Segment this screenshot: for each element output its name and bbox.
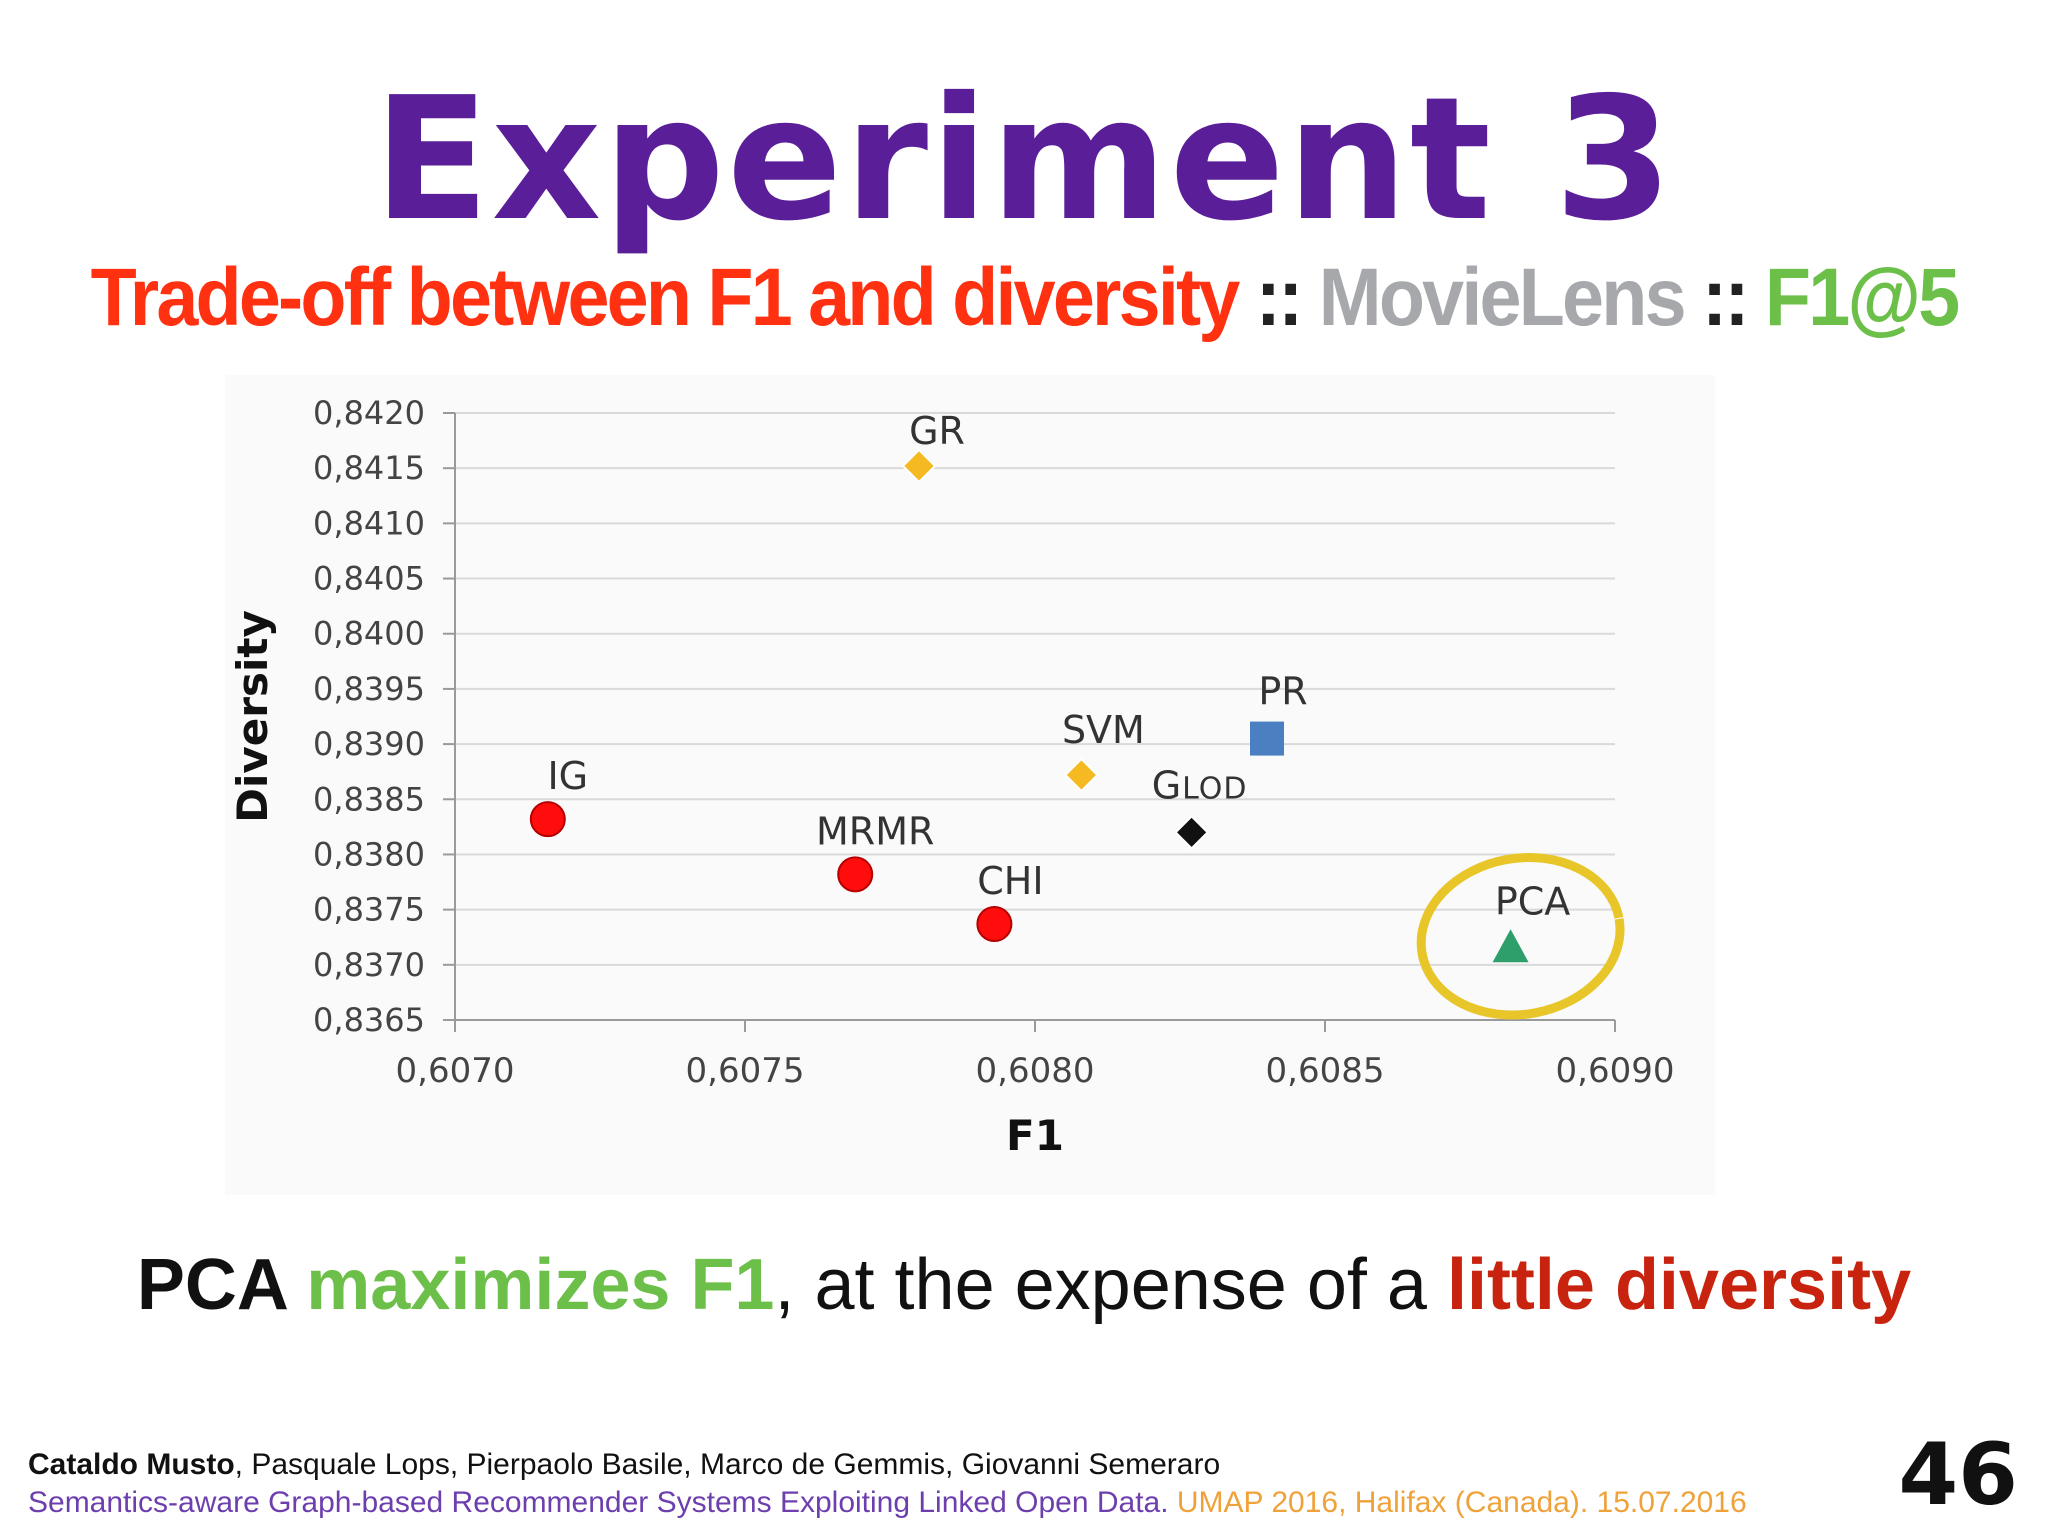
point-label-ig: IG bbox=[547, 754, 588, 798]
point-label-pr: PR bbox=[1258, 670, 1307, 714]
point-label-glod: GLOD bbox=[1152, 763, 1248, 807]
grid-lines bbox=[455, 412, 1615, 1021]
subtitle-dataset: MovieLens bbox=[1318, 252, 1687, 343]
point-svm bbox=[1063, 757, 1099, 793]
data-points bbox=[529, 448, 1529, 963]
footer-main-author: Cataldo Musto bbox=[28, 1448, 235, 1481]
y-tick-label: 0,8415 bbox=[313, 449, 425, 487]
point-label-gr: GR bbox=[909, 409, 965, 453]
footer-paper: Semantics-aware Graph-based Recommender … bbox=[28, 1486, 1747, 1520]
axes bbox=[443, 412, 1616, 1032]
y-tick-labels: 0,8420 0,8415 0,8410 0,8405 0,8400 0,8395 0,83… bbox=[313, 394, 425, 1039]
chart-area: 0,8420 0,8415 0,8410 0,8405 0,8400 0,8395 0,83… bbox=[225, 375, 1715, 1195]
x-tick-label: 0,6090 bbox=[1556, 1051, 1675, 1091]
takeaway-method: PCA bbox=[136, 1245, 287, 1325]
point-label-pca: PCA bbox=[1495, 879, 1570, 923]
point-pr bbox=[1250, 721, 1284, 756]
point-label-chi: CHI bbox=[977, 859, 1043, 903]
x-axis-label: F1 bbox=[1006, 1111, 1064, 1160]
point-mrmr bbox=[837, 856, 874, 893]
point-label-mrmr: MRMR bbox=[816, 809, 934, 853]
x-tick-label: 0,6085 bbox=[1266, 1051, 1385, 1091]
scatter-chart: 0,8420 0,8415 0,8410 0,8405 0,8400 0,8395 0,83… bbox=[228, 394, 1675, 1160]
x-tick-labels: 0,6070 0,6075 0,6080 0,6085 0,6090 bbox=[396, 1051, 1675, 1091]
point-label-svm: SVM bbox=[1062, 708, 1145, 752]
point-ig bbox=[529, 801, 566, 838]
subtitle-separator-2: :: bbox=[1683, 252, 1765, 343]
y-tick-label: 0,8380 bbox=[313, 835, 425, 873]
point-chi bbox=[976, 905, 1013, 942]
point-pca bbox=[1492, 929, 1529, 963]
footer-paper-title: Semantics-aware Graph-based Recommender … bbox=[28, 1486, 1169, 1519]
y-tick-label: 0,8420 bbox=[313, 394, 425, 432]
takeaway-connector: , at the expense of a bbox=[774, 1245, 1447, 1325]
subtitle-separator-1: :: bbox=[1237, 252, 1319, 343]
takeaway-cost: little diversity bbox=[1446, 1245, 1912, 1325]
highlight-annotation bbox=[1416, 853, 1625, 1020]
y-tick-label: 0,8385 bbox=[313, 780, 425, 818]
y-tick-label: 0,8410 bbox=[313, 504, 425, 542]
subtitle-topic: Trade-off between F1 and diversity bbox=[90, 252, 1241, 343]
footer-coauthors: , Pasquale Lops, Pierpaolo Basile, Marco… bbox=[234, 1448, 1221, 1481]
point-glod bbox=[1174, 814, 1210, 850]
y-tick-label: 0,8365 bbox=[313, 1001, 425, 1039]
y-tick-label: 0,8400 bbox=[313, 615, 425, 653]
y-tick-label: 0,8375 bbox=[313, 891, 425, 929]
y-tick-label: 0,8405 bbox=[313, 560, 425, 598]
slide-subtitle: Trade-off between F1 and diversity :: Mo… bbox=[82, 248, 1966, 348]
point-gr bbox=[901, 448, 937, 484]
y-tick-label: 0,8395 bbox=[313, 670, 425, 708]
highlight-circle bbox=[1416, 853, 1625, 1020]
footer-venue: UMAP 2016, Halifax (Canada). 15.07.2016 bbox=[1168, 1486, 1747, 1519]
footer-authors: Cataldo Musto, Pasquale Lops, Pierpaolo … bbox=[28, 1448, 1220, 1482]
y-axis-label: Diversity bbox=[228, 610, 277, 823]
takeaway-statement: PCA maximizes F1, at the expense of a li… bbox=[0, 1245, 2048, 1325]
subtitle-metric: F1@5 bbox=[1764, 252, 1960, 343]
x-tick-label: 0,6080 bbox=[976, 1051, 1095, 1091]
takeaway-gain: maximizes F1 bbox=[286, 1245, 775, 1325]
slide-title: Experiment 3 bbox=[373, 61, 1675, 259]
y-tick-label: 0,8390 bbox=[313, 725, 425, 763]
x-tick-label: 0,6075 bbox=[686, 1051, 805, 1091]
page-number: 46 bbox=[1898, 1425, 2018, 1525]
y-tick-label: 0,8370 bbox=[313, 946, 425, 984]
x-tick-label: 0,6070 bbox=[396, 1051, 515, 1091]
